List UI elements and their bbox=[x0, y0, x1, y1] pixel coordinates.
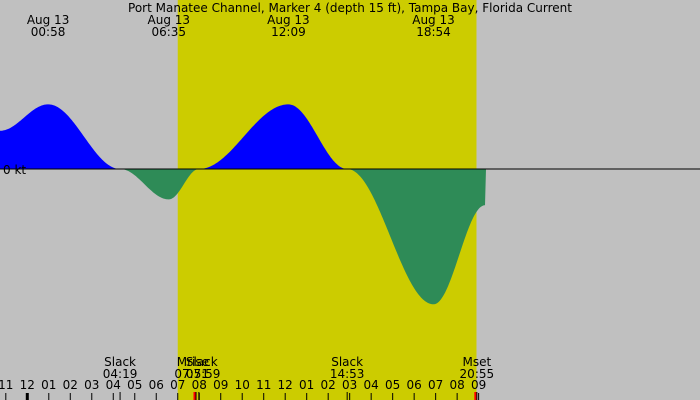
x-tick-label: 04 bbox=[106, 378, 121, 392]
event-name-label: Mset bbox=[462, 355, 491, 369]
event-name-label: Slack bbox=[186, 355, 218, 369]
x-tick-label: 10 bbox=[235, 378, 250, 392]
x-tick-label: 11 bbox=[256, 378, 271, 392]
x-tick-label: 12 bbox=[278, 378, 293, 392]
x-tick-label: 06 bbox=[407, 378, 422, 392]
x-tick-label: 11 bbox=[0, 378, 13, 392]
x-tick-label: 05 bbox=[127, 378, 142, 392]
event-name-label: Slack bbox=[331, 355, 363, 369]
x-axis: 11 12 01 02 03 04 05 06 07 08 09 10 11 12 01 02 03 04 05 06… bbox=[0, 378, 486, 400]
x-tick-label: 03 bbox=[342, 378, 357, 392]
x-tick-label: 05 bbox=[385, 378, 400, 392]
x-tick-label: 04 bbox=[364, 378, 379, 392]
x-tick-label: 01 bbox=[41, 378, 56, 392]
max-date-label: Aug 13 bbox=[267, 13, 310, 27]
event-time-label: 14:53 bbox=[330, 367, 365, 381]
flood-area bbox=[0, 104, 700, 169]
x-tick-label: 09 bbox=[213, 378, 228, 392]
max-date-label: Aug 13 bbox=[27, 13, 70, 27]
max-date-label: Aug 13 bbox=[412, 13, 455, 27]
event-time-label: 20:55 bbox=[460, 367, 495, 381]
x-tick-label: 02 bbox=[63, 378, 78, 392]
event-name-label: Mrise bbox=[177, 355, 209, 369]
event-time-label: 07:51 bbox=[174, 367, 209, 381]
zero-label: 0 kt bbox=[3, 163, 26, 177]
x-tick-label: 01 bbox=[299, 378, 314, 392]
event-time-label: 07:59 bbox=[186, 367, 221, 381]
chart-title: Port Manatee Channel, Marker 4 (depth 15… bbox=[128, 1, 572, 15]
x-tick-label: 08 bbox=[192, 378, 207, 392]
max-time-label: 00:58 bbox=[31, 25, 66, 39]
x-tick-label: 09 bbox=[471, 378, 486, 392]
event-time-label: 04:19 bbox=[103, 367, 138, 381]
max-time-label: 18:54 bbox=[416, 25, 451, 39]
x-tick-label: 06 bbox=[149, 378, 164, 392]
x-tick-label: 12 bbox=[20, 378, 35, 392]
x-tick-label: 08 bbox=[449, 378, 464, 392]
x-tick-label: 07 bbox=[170, 378, 185, 392]
x-tick-label: 02 bbox=[321, 378, 336, 392]
max-time-label: 12:09 bbox=[271, 25, 306, 39]
x-tick-label: 03 bbox=[84, 378, 99, 392]
event-labels: Slack04:19Mrise07:51Slack07:59Slack14:53… bbox=[103, 355, 494, 400]
x-tick-label: 07 bbox=[428, 378, 443, 392]
event-name-label: Slack bbox=[104, 355, 136, 369]
max-date-label: Aug 13 bbox=[148, 13, 191, 27]
max-time-label: 06:35 bbox=[151, 25, 186, 39]
